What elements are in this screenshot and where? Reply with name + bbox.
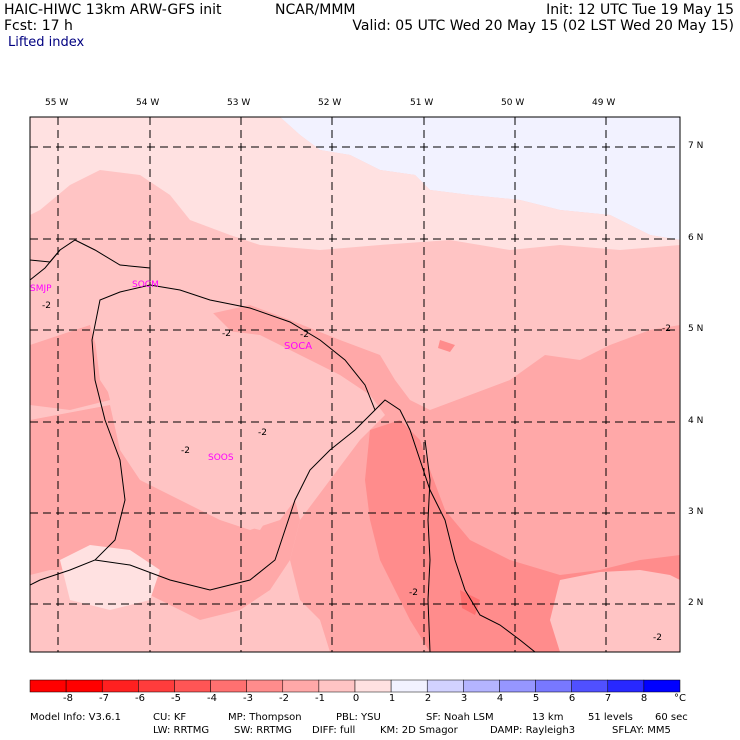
colorbar-swatch	[282, 679, 320, 693]
footer-levels: 51 levels	[588, 712, 633, 723]
colorbar-label: -8	[63, 693, 73, 704]
colorbar-swatch	[643, 679, 681, 693]
colorbar-swatch	[174, 679, 211, 693]
footer-damp: DAMP: Rayleigh3	[490, 725, 576, 736]
footer-resolution: 13 km	[532, 712, 564, 723]
colorbar-swatch	[426, 679, 464, 693]
contour-label: -2	[409, 588, 418, 598]
colorbar-swatch	[101, 679, 139, 693]
colorbar-label: 4	[496, 693, 504, 704]
colorbar-label: -7	[99, 693, 109, 704]
lat-label: 2 N	[688, 598, 704, 608]
colorbar-label: -2	[279, 693, 289, 704]
lon-label: 53 W	[227, 98, 251, 108]
station-label: SOCM	[132, 280, 159, 290]
colorbar-swatch	[354, 679, 392, 693]
colorbar-label: 0	[352, 693, 360, 704]
colorbar-label: 8	[640, 693, 648, 704]
org-label: NCAR/MMM	[275, 2, 356, 18]
colorbar-label: 6	[568, 693, 576, 704]
footer-timestep: 60 sec	[655, 712, 688, 723]
contour-label: -2	[258, 428, 267, 438]
colorbar-label: -1	[315, 693, 325, 704]
colorbar-label: 3	[460, 693, 468, 704]
field-name: Lifted index	[8, 35, 85, 50]
footer-diff: DIFF: full	[312, 725, 356, 736]
lon-label: 51 W	[410, 98, 434, 108]
contour-label: -2	[662, 324, 671, 334]
colorbar-swatch	[318, 679, 356, 693]
lat-label: 3 N	[688, 507, 704, 517]
footer-sw: SW: RRTMG	[234, 725, 292, 736]
colorbar-swatch	[607, 679, 645, 693]
footer-sf: SF: Noah LSM	[426, 712, 494, 723]
lon-label: 50 W	[501, 98, 525, 108]
colorbar-label: 7	[604, 693, 612, 704]
colorbar-swatch	[138, 679, 175, 693]
contour-label: -2	[181, 446, 190, 456]
lat-label: 5 N	[688, 324, 704, 334]
map-frame	[29, 116, 681, 653]
station-label: SOCA	[284, 341, 313, 352]
colorbar-label: 2	[424, 693, 432, 704]
coastlines	[30, 239, 536, 652]
colorbar-swatch	[65, 679, 103, 693]
contour-label: -2	[222, 329, 231, 339]
lat-label: 7 N	[688, 141, 704, 151]
station-label: SMJP	[30, 284, 52, 294]
colorbar-swatch	[463, 679, 500, 693]
contour-label: -2	[300, 330, 309, 340]
colorbar-swatch	[210, 679, 247, 693]
footer-lw: LW: RRTMG	[153, 725, 210, 736]
colorbar-swatch	[390, 679, 428, 693]
model-title: HAIC-HIWC 13km ARW-GFS init	[4, 2, 222, 18]
colorbar-swatch	[571, 679, 609, 693]
colorbar-label: 1	[388, 693, 396, 704]
footer-model-info: Model Info: V3.6.1	[30, 712, 121, 723]
lon-label: 49 W	[592, 98, 616, 108]
lat-label: 4 N	[688, 416, 704, 426]
lon-label: 52 W	[318, 98, 342, 108]
contour-label: -2	[653, 633, 662, 643]
footer-sflay: SFLAY: MM5	[612, 725, 671, 736]
colorbar-unit: °C	[674, 693, 686, 704]
footer-cu: CU: KF	[153, 712, 187, 723]
colorbar-label: 5	[532, 693, 540, 704]
lon-label: 55 W	[45, 98, 69, 108]
colorbar-label: -6	[135, 693, 145, 704]
colorbar-swatch	[499, 679, 536, 693]
footer-pbl: PBL: YSU	[336, 712, 381, 723]
station-label: SOOS	[208, 453, 234, 463]
forecast-hour: Fcst: 17 h	[4, 18, 73, 34]
colorbar-swatch	[29, 679, 67, 693]
colorbar-label: -5	[171, 693, 181, 704]
lon-label: 54 W	[136, 98, 160, 108]
contour-label: -2	[42, 301, 51, 311]
map-field	[30, 117, 680, 652]
colorbar-label: -3	[243, 693, 253, 704]
valid-time: Valid: 05 UTC Wed 20 May 15 (02 LST Wed …	[352, 18, 734, 34]
lat-lon-grid	[30, 117, 680, 652]
colorbar-label: -4	[207, 693, 217, 704]
colorbar-swatch	[246, 679, 284, 693]
footer-km: KM: 2D Smagor	[380, 725, 458, 736]
init-time: Init: 12 UTC Tue 19 May 15	[546, 2, 734, 18]
colorbar-swatch	[535, 679, 572, 693]
footer-mp: MP: Thompson	[228, 712, 302, 723]
lat-label: 6 N	[688, 233, 704, 243]
colorbar	[29, 679, 681, 693]
